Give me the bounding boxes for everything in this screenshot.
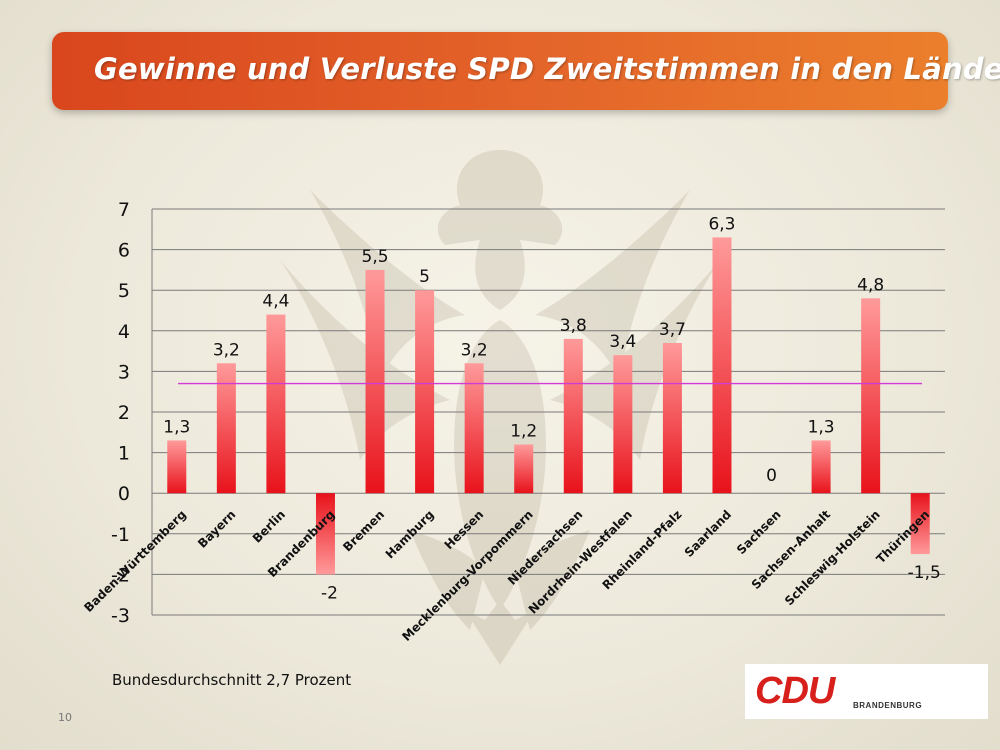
y-tick-label: -2 [111, 564, 130, 586]
bar [216, 363, 236, 494]
title-banner: Gewinne und Verluste SPD Zweitstimmen in… [52, 32, 1000, 110]
bar [514, 444, 534, 494]
bar [613, 355, 633, 494]
data-label: 1,3 [163, 417, 190, 437]
bar [563, 338, 583, 494]
y-tick-label: 4 [118, 321, 130, 343]
bar [910, 493, 930, 555]
bar [365, 269, 385, 494]
data-label: 1,3 [808, 417, 835, 437]
category-label: Bayern [195, 507, 238, 550]
category-label: Hamburg [383, 507, 437, 561]
bar [662, 342, 682, 494]
bar [266, 314, 286, 494]
category-label: Nordrhein-Westfalen [526, 507, 635, 616]
data-label: 5,5 [362, 247, 389, 267]
category-label: Baden-Württemberg [81, 507, 188, 614]
bar [712, 237, 732, 494]
category-label: Sachsen [734, 507, 784, 557]
data-label: 5 [419, 267, 430, 287]
category-label: Schleswig-Holstein [782, 507, 883, 608]
bar [464, 363, 484, 494]
category-label: Hessen [442, 507, 487, 552]
data-label: 3,7 [659, 320, 686, 340]
bar [415, 290, 435, 494]
y-tick-label: 0 [118, 483, 130, 505]
y-tick-label: 7 [118, 199, 130, 221]
page-number: 10 [58, 711, 72, 724]
cdu-logo: CDU BRANDENBURG [745, 664, 988, 719]
y-tick-label: -1 [111, 524, 130, 546]
y-tick-label: 2 [118, 402, 130, 424]
bar [861, 298, 881, 494]
data-label: 4,8 [857, 275, 884, 295]
bar [811, 440, 831, 494]
data-label: 3,2 [213, 340, 240, 360]
y-tick-label: -3 [111, 605, 130, 627]
data-label: 0 [766, 466, 777, 486]
logo-subtext: BRANDENBURG [853, 701, 923, 710]
data-label: 4,4 [262, 292, 289, 312]
data-label: 1,2 [510, 421, 537, 441]
category-label: Berlin [250, 507, 288, 545]
y-tick-label: 1 [118, 443, 130, 465]
logo-text: CDU [755, 670, 835, 712]
category-label: Bremen [340, 507, 387, 554]
data-label: 6,3 [708, 214, 735, 234]
y-tick-label: 6 [118, 240, 130, 262]
data-label: 3,4 [609, 332, 636, 352]
data-label: 3,8 [560, 316, 587, 336]
data-label: -1,5 [908, 563, 941, 583]
eagle-watermark-icon [280, 150, 720, 665]
bar [315, 493, 335, 575]
data-label: 3,2 [461, 340, 488, 360]
y-tick-label: 5 [118, 280, 130, 302]
footnote: Bundesdurchschnitt 2,7 Prozent [112, 671, 352, 689]
chart-title: Gewinne und Verluste SPD Zweitstimmen in… [94, 52, 1000, 86]
data-label: -2 [321, 583, 338, 603]
y-tick-label: 3 [118, 361, 130, 383]
bar [167, 440, 187, 494]
